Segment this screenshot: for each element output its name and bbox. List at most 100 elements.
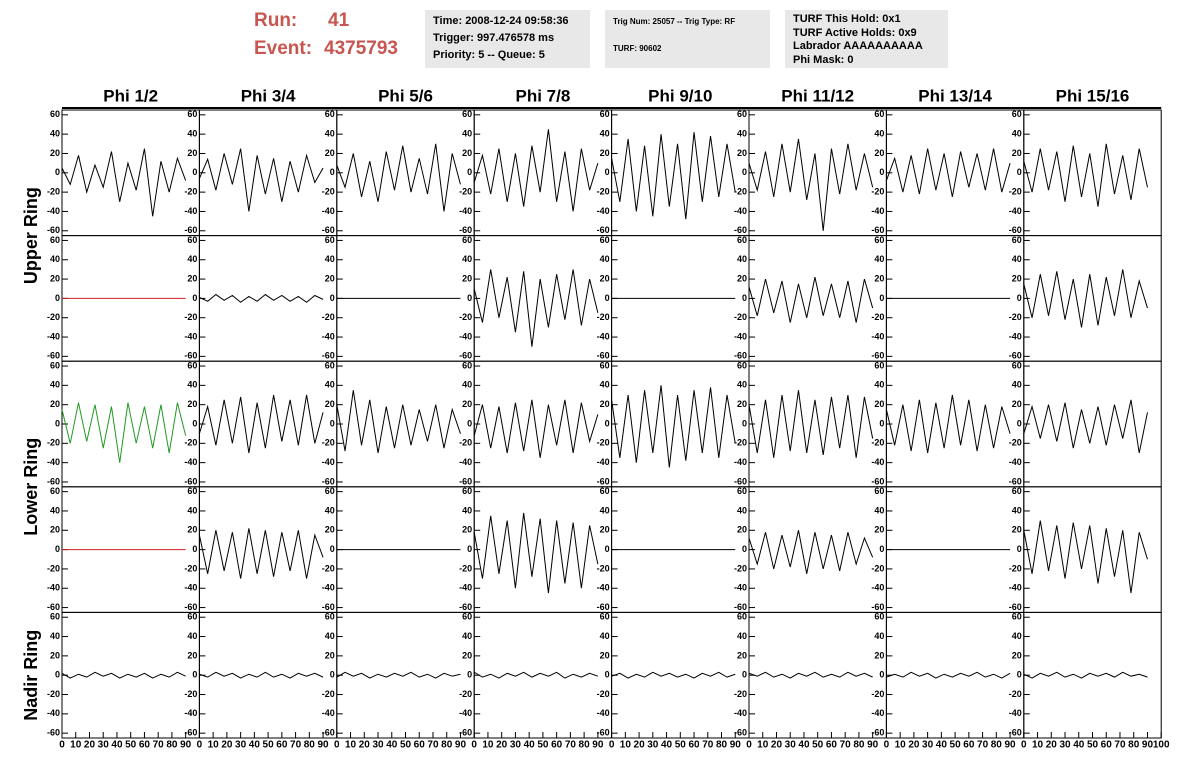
y-tick-label: 60 bbox=[874, 612, 884, 622]
y-tick-label: 20 bbox=[600, 399, 610, 409]
y-tick-label: -20 bbox=[597, 438, 610, 448]
y-tick-label: -20 bbox=[47, 563, 60, 573]
y-tick-label: -40 bbox=[597, 331, 610, 341]
y-tick-label: -20 bbox=[1009, 689, 1022, 699]
y-tick-label: 40 bbox=[462, 380, 472, 390]
x-tick-label: 50 bbox=[1087, 740, 1099, 751]
y-tick-label: 60 bbox=[50, 612, 60, 622]
y-tick-label: -40 bbox=[871, 206, 884, 216]
x-tick-label: 80 bbox=[579, 740, 591, 751]
y-tick-label: 0 bbox=[1017, 418, 1022, 428]
y-tick-label: 60 bbox=[1012, 360, 1022, 370]
waveform bbox=[748, 390, 874, 458]
y-tick-label: 20 bbox=[325, 650, 335, 660]
y-tick-label: -20 bbox=[1009, 312, 1022, 322]
y-tick-label: -20 bbox=[459, 186, 472, 196]
x-tick-label: 0 bbox=[1021, 740, 1027, 751]
x-tick-label: 20 bbox=[221, 740, 233, 751]
waveform bbox=[748, 277, 874, 323]
y-tick-label: 40 bbox=[462, 254, 472, 264]
y-tick-label: -20 bbox=[871, 186, 884, 196]
y-tick-label: -60 bbox=[459, 225, 472, 235]
y-tick-label: -60 bbox=[322, 602, 335, 612]
y-tick-label: 40 bbox=[874, 129, 884, 139]
y-tick-label: 60 bbox=[1012, 486, 1022, 496]
y-tick-label: -60 bbox=[597, 476, 610, 486]
info-line: Time: 2008-12-24 09:58:36 bbox=[433, 15, 569, 27]
waveform bbox=[61, 148, 187, 217]
y-tick-label: -60 bbox=[871, 351, 884, 361]
y-tick-label: -60 bbox=[184, 225, 197, 235]
x-tick-label: 50 bbox=[125, 740, 137, 751]
x-tick-label: 60 bbox=[551, 740, 563, 751]
y-tick-label: 40 bbox=[325, 129, 335, 139]
y-tick-label: -20 bbox=[322, 186, 335, 196]
y-tick-label: -20 bbox=[734, 312, 747, 322]
waveform bbox=[885, 394, 1011, 454]
x-tick-label: 90 bbox=[1142, 740, 1154, 751]
waveform bbox=[1023, 399, 1148, 454]
y-tick-label: 20 bbox=[1012, 273, 1022, 283]
y-tick-label: -60 bbox=[1009, 351, 1022, 361]
y-tick-label: -20 bbox=[1009, 563, 1022, 573]
y-tick-label: -20 bbox=[597, 563, 610, 573]
x-tick-label: 70 bbox=[840, 740, 852, 751]
info-line: TURF Active Holds: 0x9 bbox=[793, 26, 917, 39]
x-tick-label: 80 bbox=[441, 740, 453, 751]
x-tick-label: 80 bbox=[1128, 740, 1140, 751]
y-tick-label: -40 bbox=[459, 206, 472, 216]
y-tick-label: 0 bbox=[879, 167, 884, 177]
waveform bbox=[473, 512, 599, 594]
y-tick-label: -60 bbox=[597, 351, 610, 361]
y-tick-label: -60 bbox=[322, 476, 335, 486]
y-tick-label: 40 bbox=[1012, 380, 1022, 390]
y-tick-label: -20 bbox=[871, 563, 884, 573]
x-tick-label: 60 bbox=[963, 740, 975, 751]
y-tick-label: 40 bbox=[737, 254, 747, 264]
y-tick-label: -40 bbox=[459, 583, 472, 593]
x-tick-label: 50 bbox=[537, 740, 549, 751]
y-tick-label: 20 bbox=[737, 273, 747, 283]
x-tick-label: 80 bbox=[716, 740, 728, 751]
y-tick-label: -40 bbox=[47, 457, 60, 467]
y-tick-label: 60 bbox=[325, 486, 335, 496]
y-tick-label: -60 bbox=[871, 476, 884, 486]
y-tick-label: 20 bbox=[462, 650, 472, 660]
x-tick-label: 100 bbox=[1153, 740, 1170, 751]
waveform bbox=[1023, 269, 1148, 328]
x-tick-label: 50 bbox=[263, 740, 275, 751]
y-tick-label: 60 bbox=[187, 235, 197, 245]
info-line: Phi Mask: 0 bbox=[793, 53, 854, 66]
waveform bbox=[1023, 671, 1148, 679]
waveform bbox=[611, 132, 736, 220]
y-tick-label: 40 bbox=[50, 254, 60, 264]
y-tick-label: 0 bbox=[879, 670, 884, 680]
y-tick-label: -20 bbox=[322, 312, 335, 322]
x-tick-label: 30 bbox=[98, 740, 110, 751]
y-tick-label: -60 bbox=[47, 728, 60, 738]
y-tick-label: -60 bbox=[734, 476, 747, 486]
waveform bbox=[198, 394, 324, 454]
time-box: Time: 2008-12-24 09:58:36 Trigger: 997.4… bbox=[425, 10, 590, 68]
y-tick-label: -40 bbox=[1009, 708, 1022, 718]
waveform bbox=[199, 293, 324, 303]
waveform bbox=[885, 148, 1011, 198]
x-tick-label: 0 bbox=[471, 740, 477, 751]
column-title: Phi 13/14 bbox=[918, 86, 992, 105]
x-tick-label: 60 bbox=[1101, 740, 1113, 751]
y-tick-label: 60 bbox=[325, 109, 335, 119]
waveform bbox=[1023, 143, 1148, 207]
y-tick-label: 60 bbox=[600, 360, 610, 370]
y-tick-label: 20 bbox=[462, 525, 472, 535]
run-label: Run: bbox=[254, 10, 298, 31]
y-tick-label: -60 bbox=[597, 225, 610, 235]
y-tick-label: 0 bbox=[605, 670, 610, 680]
y-tick-label: 40 bbox=[1012, 254, 1022, 264]
y-tick-label: 0 bbox=[605, 293, 610, 303]
y-tick-label: 20 bbox=[1012, 650, 1022, 660]
y-tick-label: -60 bbox=[734, 728, 747, 738]
y-tick-label: -60 bbox=[47, 225, 60, 235]
waveform bbox=[886, 671, 1011, 679]
y-tick-label: 20 bbox=[874, 399, 884, 409]
y-tick-label: -20 bbox=[734, 438, 747, 448]
